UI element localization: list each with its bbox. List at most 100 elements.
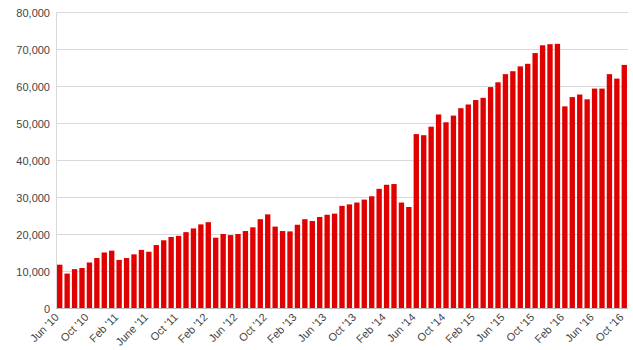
bar xyxy=(622,65,627,308)
bar xyxy=(503,74,508,308)
bar xyxy=(280,231,285,308)
y-tick-label: 50,000 xyxy=(16,118,50,130)
bar xyxy=(369,196,374,308)
bar xyxy=(599,89,604,308)
bar xyxy=(206,222,211,308)
bar xyxy=(243,231,248,308)
bar xyxy=(406,207,411,308)
bar xyxy=(577,95,582,308)
bar xyxy=(176,236,181,308)
bar xyxy=(555,44,560,308)
x-tick-label: Jun '16 xyxy=(563,311,596,344)
bar xyxy=(362,200,367,308)
x-axis-line xyxy=(56,308,628,309)
y-tick-label: 10,000 xyxy=(16,266,50,278)
bar xyxy=(399,203,404,308)
bar xyxy=(488,87,493,308)
bar xyxy=(414,134,419,308)
y-tick-label: 40,000 xyxy=(16,155,50,167)
bar xyxy=(376,189,381,308)
x-tick-label: Jun '12 xyxy=(206,311,239,344)
bar xyxy=(213,238,218,308)
bar xyxy=(302,219,307,308)
bar xyxy=(510,71,515,308)
bar xyxy=(451,116,456,308)
bar xyxy=(258,219,263,308)
bar xyxy=(525,64,530,308)
bar xyxy=(198,224,203,308)
bar xyxy=(161,240,166,308)
bar xyxy=(473,100,478,308)
x-tick-label: Feb '14 xyxy=(354,311,388,345)
y-tick-label: 0 xyxy=(44,303,50,315)
bar xyxy=(584,99,589,308)
bar xyxy=(168,237,173,308)
bar xyxy=(384,185,389,308)
x-tick-label: Oct '12 xyxy=(236,311,269,344)
bar xyxy=(310,221,315,308)
bar xyxy=(109,251,114,308)
bar xyxy=(466,105,471,309)
bar xyxy=(72,269,77,308)
x-tick-label: Oct '16 xyxy=(593,311,626,344)
x-tick-label: Oct '14 xyxy=(415,311,448,344)
bar xyxy=(317,217,322,308)
y-tick-label: 20,000 xyxy=(16,229,50,241)
y-tick-label: 70,000 xyxy=(16,44,50,56)
y-tick-label: 80,000 xyxy=(16,7,50,19)
bar xyxy=(131,254,136,308)
bar xyxy=(614,79,619,308)
bar xyxy=(64,274,69,308)
y-tick-label: 30,000 xyxy=(16,192,50,204)
bar xyxy=(518,66,523,308)
bar xyxy=(428,127,433,308)
y-axis: 0 10,000 20,000 30,000 40,000 50,000 60,000 70,… xyxy=(16,7,50,315)
bar xyxy=(139,250,144,308)
x-tick-label: Feb '16 xyxy=(532,311,566,345)
x-axis: Jun '10Oct '10Feb '11June '11Oct '11Feb … xyxy=(28,311,626,348)
bar xyxy=(547,44,552,308)
bar xyxy=(265,214,270,308)
y-axis-line xyxy=(56,12,57,308)
bar xyxy=(532,53,537,308)
bar xyxy=(339,206,344,308)
bar xyxy=(94,258,99,308)
x-tick-label: Jun '15 xyxy=(474,311,507,344)
bar xyxy=(458,108,463,308)
bar xyxy=(592,89,597,308)
x-tick-label: Feb '15 xyxy=(443,311,477,345)
bar xyxy=(228,235,233,308)
bar xyxy=(436,114,441,308)
y-tick-label: 60,000 xyxy=(16,81,50,93)
bar xyxy=(183,232,188,308)
bar xyxy=(146,252,151,308)
bar xyxy=(235,234,240,308)
bar xyxy=(79,268,84,308)
bar xyxy=(295,225,300,308)
bar xyxy=(495,82,500,308)
bar xyxy=(287,231,292,308)
x-tick-label: Oct '13 xyxy=(325,311,358,344)
bar xyxy=(87,262,92,308)
bar xyxy=(540,45,545,308)
x-tick-label: Jun '14 xyxy=(384,311,417,344)
bar xyxy=(421,135,426,308)
bar xyxy=(332,214,337,308)
bar xyxy=(191,228,196,308)
x-tick-label: Feb '13 xyxy=(265,311,299,345)
bar xyxy=(562,106,567,308)
bar xyxy=(124,258,129,308)
bar xyxy=(250,227,255,308)
x-tick-label: Oct '10 xyxy=(58,311,91,344)
bars xyxy=(57,44,627,308)
x-tick-label: Jun '10 xyxy=(28,311,61,344)
bar xyxy=(570,97,575,308)
bar xyxy=(154,245,159,308)
x-tick-label: June '11 xyxy=(113,311,150,348)
x-tick-label: Oct '15 xyxy=(504,311,537,344)
grid-line xyxy=(56,308,628,309)
x-tick-label: Feb '12 xyxy=(176,311,210,345)
chart: 0 10,000 20,000 30,000 40,000 50,000 60,000 70,… xyxy=(0,0,633,350)
bar xyxy=(220,234,225,308)
bar xyxy=(480,98,485,308)
